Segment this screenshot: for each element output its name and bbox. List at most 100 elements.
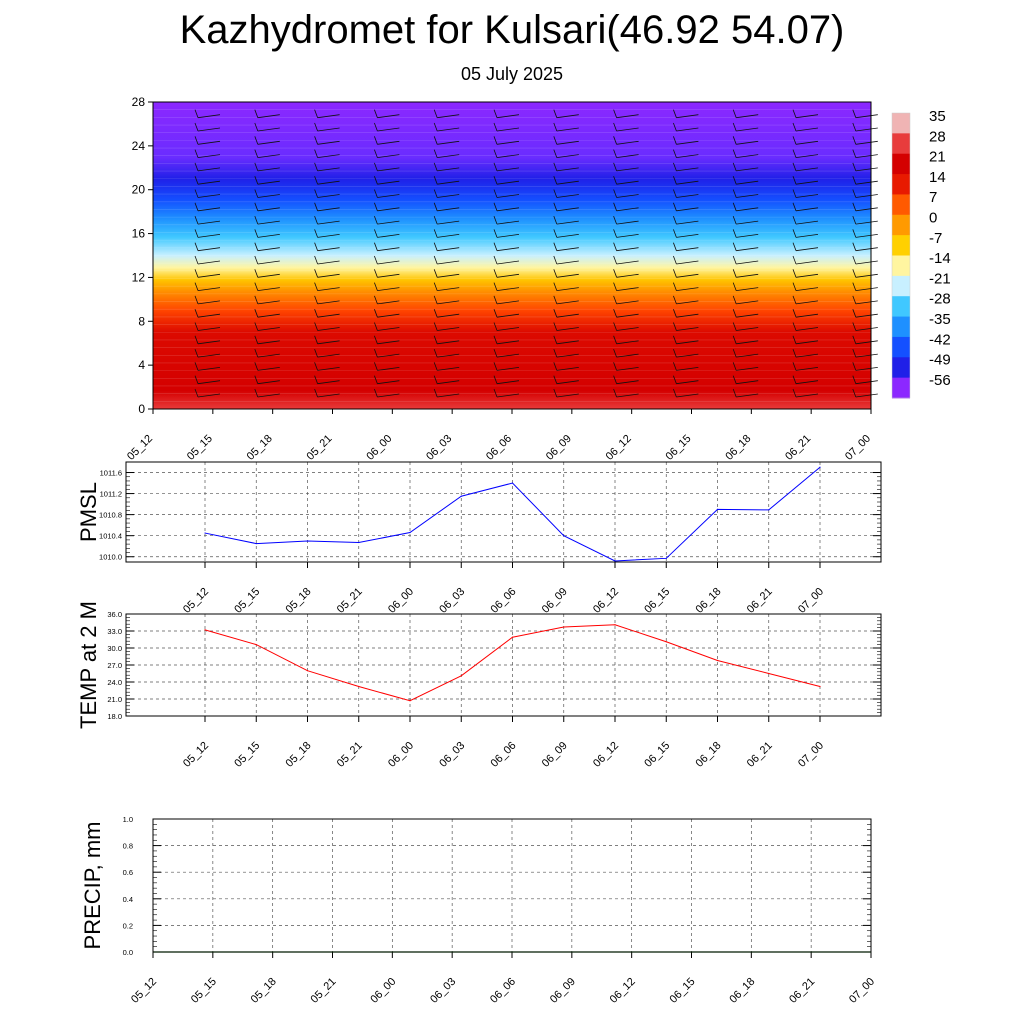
- barb-feather: [194, 348, 199, 358]
- wind-barb: [852, 242, 878, 252]
- barb-shaft: [197, 127, 221, 132]
- barb-feather: [553, 229, 558, 238]
- barb-shaft: [556, 340, 579, 345]
- temperature-field: [153, 102, 871, 409]
- barb-feather: [254, 348, 259, 358]
- wind-barb: [553, 189, 579, 198]
- colorbar-label: -35: [929, 311, 951, 328]
- barb-shaft: [437, 234, 460, 238]
- barb-shaft: [317, 367, 340, 371]
- wind-barb: [374, 335, 400, 345]
- barb-feather: [673, 282, 677, 291]
- x-tick-label: 06_15: [668, 976, 698, 1006]
- barb-feather: [553, 255, 558, 265]
- colorbar-label: -49: [929, 352, 951, 369]
- barb-shaft: [795, 180, 819, 185]
- wind-barb: [553, 242, 579, 252]
- y-tick-label: 24: [132, 139, 146, 153]
- barb-feather: [314, 149, 318, 158]
- barb-shaft: [616, 154, 639, 158]
- barb-shaft: [437, 220, 460, 225]
- barb-feather: [792, 109, 797, 118]
- barb-shaft: [556, 327, 579, 331]
- barb-shaft: [795, 327, 819, 331]
- x-tick-label: 06_00: [386, 740, 416, 770]
- wind-barb: [433, 375, 460, 385]
- barb-shaft: [795, 380, 819, 385]
- wind-barb: [314, 176, 340, 185]
- barb-shaft: [676, 273, 699, 278]
- wind-barb: [673, 109, 699, 119]
- data-point: [511, 482, 514, 484]
- barb-feather: [553, 348, 558, 358]
- wind-barb: [493, 215, 520, 225]
- barb-feather: [553, 176, 558, 185]
- barb-shaft: [676, 220, 699, 225]
- wind-barb: [673, 162, 699, 172]
- wind-barb: [732, 388, 759, 398]
- wind-barb: [194, 202, 221, 212]
- barb-shaft: [496, 140, 520, 145]
- wind-barb: [493, 202, 520, 212]
- barb-shaft: [496, 367, 520, 371]
- barb-shaft: [855, 234, 878, 238]
- wind-barb: [673, 255, 699, 265]
- barb-feather: [374, 242, 378, 251]
- wind-barb: [254, 295, 280, 305]
- data-point: [409, 700, 411, 702]
- wind-barb: [673, 375, 699, 385]
- barb-feather: [792, 122, 797, 132]
- wind-barb: [374, 362, 400, 371]
- barb-feather: [314, 335, 318, 344]
- y-tick-label: 0.8: [123, 842, 133, 851]
- wind-barb: [433, 189, 460, 198]
- data-point: [460, 675, 462, 677]
- barb-shaft: [736, 127, 759, 132]
- barb-shaft: [197, 194, 221, 198]
- wind-barb: [553, 295, 579, 305]
- barb-shaft: [855, 340, 878, 345]
- barb-feather: [673, 269, 677, 278]
- barb-feather: [732, 335, 737, 344]
- x-tick-label: 05_12: [181, 740, 211, 770]
- barb-feather: [194, 335, 199, 344]
- wind-barb: [433, 215, 460, 225]
- wind-barb: [732, 269, 759, 278]
- wind-barb: [732, 215, 759, 225]
- barb-shaft: [197, 380, 221, 385]
- barb-shaft: [676, 367, 699, 371]
- wind-barb: [314, 202, 340, 212]
- wind-barb: [792, 282, 819, 291]
- barb-shaft: [676, 300, 699, 305]
- data-point: [358, 541, 360, 544]
- barb-shaft: [855, 127, 878, 132]
- barb-feather: [673, 122, 677, 132]
- barb-feather: [314, 348, 318, 358]
- barb-shaft: [556, 167, 579, 172]
- barb-feather: [374, 322, 378, 331]
- barb-feather: [732, 162, 737, 172]
- barb-feather: [194, 362, 199, 371]
- barb-feather: [254, 176, 259, 185]
- barb-shaft: [257, 393, 280, 398]
- wind-barb: [852, 189, 878, 198]
- wind-barb: [374, 242, 400, 252]
- barb-shaft: [855, 287, 878, 291]
- wind-barb: [433, 162, 460, 172]
- barb-shaft: [257, 367, 280, 371]
- barb-feather: [613, 282, 617, 291]
- x-tick-label: 06_18: [727, 976, 757, 1006]
- wind-barb: [493, 242, 520, 252]
- barb-shaft: [496, 353, 520, 358]
- barb-shaft: [795, 393, 819, 398]
- barb-shaft: [855, 353, 878, 358]
- barb-feather: [732, 109, 737, 118]
- barb-feather: [433, 375, 438, 384]
- barb-shaft: [197, 393, 221, 398]
- wind-barb: [433, 295, 460, 305]
- wind-barb: [792, 176, 819, 185]
- barb-shaft: [855, 180, 878, 185]
- barb-shaft: [795, 260, 819, 265]
- barb-feather: [433, 269, 438, 278]
- barb-feather: [613, 335, 617, 344]
